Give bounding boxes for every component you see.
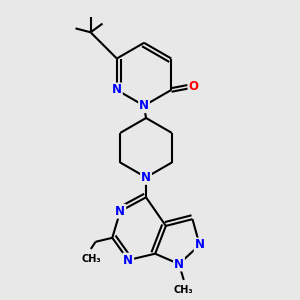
Text: N: N <box>174 257 184 271</box>
Text: N: N <box>123 254 133 267</box>
Text: O: O <box>188 80 199 93</box>
Text: CH₃: CH₃ <box>81 254 101 264</box>
Text: N: N <box>112 83 122 97</box>
Text: N: N <box>195 238 205 251</box>
Text: N: N <box>141 171 151 184</box>
Text: N: N <box>115 205 125 218</box>
Text: N: N <box>139 99 149 112</box>
Text: CH₃: CH₃ <box>174 285 194 295</box>
